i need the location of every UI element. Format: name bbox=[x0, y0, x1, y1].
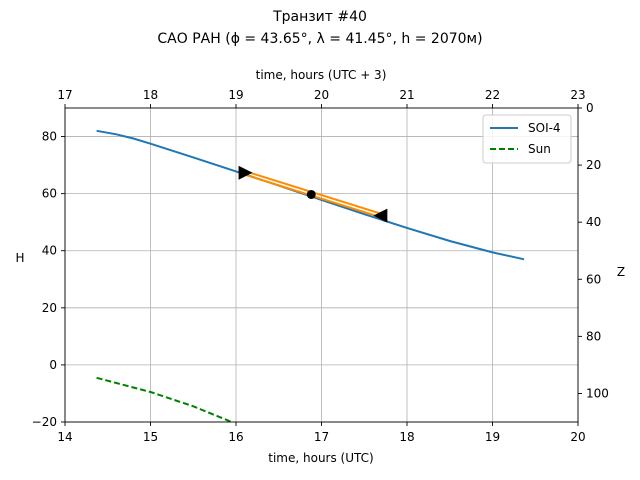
x-top-tick-label-6: 23 bbox=[570, 88, 585, 102]
y-right-tick-label-0: 0 bbox=[586, 101, 594, 115]
y-tick-label-3: 40 bbox=[42, 244, 57, 258]
x-tick-label-1: 15 bbox=[143, 430, 158, 444]
legend[interactable]: SOI-4 Sun bbox=[482, 114, 572, 164]
transit-mid-marker bbox=[306, 189, 316, 199]
transit-end-marker bbox=[373, 208, 388, 223]
x-axis-top-label: time, hours (UTC + 3) bbox=[256, 68, 387, 82]
plot-frame bbox=[64, 107, 579, 423]
y-axis-right-label: Z bbox=[617, 265, 625, 279]
y-tick-label-0: −20 bbox=[32, 415, 57, 429]
legend-label-sun: Sun bbox=[528, 142, 551, 156]
y-tick-label-4: 60 bbox=[42, 187, 57, 201]
chart-title-line-2: САО РАН (ϕ = 43.65°, λ = 41.45°, h = 207… bbox=[157, 31, 482, 47]
y-axis-label: H bbox=[15, 251, 24, 265]
x-tick-label-4: 18 bbox=[399, 430, 414, 444]
y-right-tick-label-5: 100 bbox=[586, 386, 609, 400]
y-right-tick-label-1: 20 bbox=[586, 158, 601, 172]
transit-segment bbox=[238, 165, 388, 223]
y-right-tick-label-3: 60 bbox=[586, 272, 601, 286]
x-top-tick-label-0: 17 bbox=[57, 88, 72, 102]
series bbox=[96, 129, 525, 422]
x-tick-label-5: 19 bbox=[485, 430, 500, 444]
transit-start-marker bbox=[238, 165, 253, 180]
x-top-tick-label-4: 21 bbox=[399, 88, 414, 102]
y-tick-label-5: 80 bbox=[42, 130, 57, 144]
x-top-tick-label-3: 20 bbox=[314, 88, 329, 102]
x-top-tick-label-2: 19 bbox=[228, 88, 243, 102]
y-tick-label-2: 20 bbox=[42, 301, 57, 315]
y-right-tick-label-4: 80 bbox=[586, 329, 601, 343]
x-tick-label-0: 14 bbox=[57, 430, 72, 444]
y-tick-label-1: 0 bbox=[49, 358, 57, 372]
chart-title-line-1: Транзит #40 bbox=[272, 9, 367, 25]
legend-label-soi-4: SOI-4 bbox=[528, 121, 561, 135]
x-tick-label-6: 20 bbox=[570, 430, 585, 444]
y-right-tick-label-2: 40 bbox=[586, 215, 601, 229]
x-tick-label-2: 16 bbox=[228, 430, 243, 444]
x-axis-label: time, hours (UTC) bbox=[268, 451, 373, 465]
series-line-sun bbox=[96, 376, 233, 422]
axis-ticks: 14 15 16 17 18 19 20 17 18 19 20 21 22 23 −20 0 20 40 60 80… bbox=[32, 88, 609, 444]
x-top-tick-label-5: 22 bbox=[485, 88, 500, 102]
x-tick-label-3: 17 bbox=[314, 430, 329, 444]
x-top-tick-label-1: 18 bbox=[143, 88, 158, 102]
